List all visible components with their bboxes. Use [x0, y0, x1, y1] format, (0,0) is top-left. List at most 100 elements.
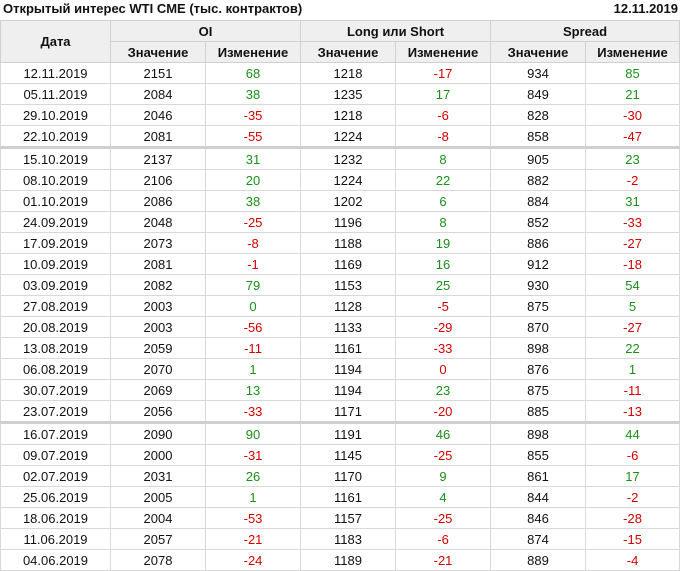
ls-change-cell: -20	[395, 400, 492, 423]
oi-change-cell: -33	[204, 400, 302, 423]
ls-value-cell: 1183	[300, 528, 397, 550]
date-cell: 04.06.2019	[0, 549, 111, 571]
spread-value-cell: 884	[490, 190, 587, 212]
oi-value-cell: 2003	[110, 316, 206, 338]
ls-value-cell: 1194	[300, 358, 397, 380]
oi-value-cell: 2031	[110, 465, 206, 487]
spread-change-cell: -11	[585, 379, 680, 401]
table-row: 18.06.2019 2004 -53 1157 -25 846 -28	[0, 507, 680, 529]
date-cell: 01.10.2019	[0, 190, 111, 212]
oi-change-cell: -55	[204, 125, 302, 148]
header-oi-change: Изменение	[204, 41, 302, 63]
spread-change-cell: -18	[585, 253, 680, 275]
spread-change-cell: -28	[585, 507, 680, 529]
ls-change-cell: -29	[395, 316, 492, 338]
oi-value-cell: 2046	[110, 104, 206, 126]
table-row: 06.08.2019 2070 1 1194 0 876 1	[0, 358, 680, 380]
ls-change-cell: -33	[395, 337, 492, 359]
ls-change-cell: -8	[395, 125, 492, 148]
oi-value-cell: 2078	[110, 549, 206, 571]
date-cell: 24.09.2019	[0, 211, 111, 233]
spread-value-cell: 844	[490, 486, 587, 508]
oi-value-cell: 2003	[110, 295, 206, 317]
ls-change-cell: 6	[395, 190, 492, 212]
oi-change-cell: 0	[204, 295, 302, 317]
table-row: 30.07.2019 2069 13 1194 23 875 -11	[0, 379, 680, 401]
header-ls-value: Значение	[300, 41, 397, 63]
date-cell: 06.08.2019	[0, 358, 111, 380]
ls-change-cell: 19	[395, 232, 492, 254]
spread-value-cell: 828	[490, 104, 587, 126]
ls-change-cell: -25	[395, 444, 492, 466]
oi-value-cell: 2048	[110, 211, 206, 233]
date-cell: 16.07.2019	[0, 421, 111, 445]
oi-value-cell: 2106	[110, 169, 206, 191]
oi-change-cell: 38	[204, 190, 302, 212]
oi-value-cell: 2073	[110, 232, 206, 254]
ls-change-cell: 17	[395, 83, 492, 105]
ls-value-cell: 1145	[300, 444, 397, 466]
date-cell: 22.10.2019	[0, 125, 111, 148]
table-row: 29.10.2019 2046 -35 1218 -6 828 -30	[0, 104, 680, 126]
table-row: 15.10.2019 2137 31 1232 8 905 23	[0, 146, 680, 170]
spread-value-cell: 861	[490, 465, 587, 487]
ls-change-cell: 46	[395, 421, 492, 445]
spread-change-cell: -33	[585, 211, 680, 233]
table-row: 12.11.2019 2151 68 1218 -17 934 85	[0, 62, 680, 84]
date-cell: 13.08.2019	[0, 337, 111, 359]
date-cell: 17.09.2019	[0, 232, 111, 254]
table-row: 01.10.2019 2086 38 1202 6 884 31	[0, 190, 680, 212]
table-row: 16.07.2019 2090 90 1191 46 898 44	[0, 421, 680, 445]
oi-value-cell: 2070	[110, 358, 206, 380]
spread-change-cell: 17	[585, 465, 680, 487]
spread-change-cell: 44	[585, 421, 680, 445]
oi-change-cell: 38	[204, 83, 302, 105]
header-spread-change: Изменение	[585, 41, 680, 63]
ls-value-cell: 1161	[300, 337, 397, 359]
date-cell: 18.06.2019	[0, 507, 111, 529]
date-cell: 15.10.2019	[0, 146, 111, 170]
oi-change-cell: -35	[204, 104, 302, 126]
ls-change-cell: -6	[395, 528, 492, 550]
header-spread-value: Значение	[490, 41, 587, 63]
oi-value-cell: 2005	[110, 486, 206, 508]
ls-change-cell: 9	[395, 465, 492, 487]
spread-value-cell: 846	[490, 507, 587, 529]
ls-value-cell: 1171	[300, 400, 397, 423]
oi-change-cell: -8	[204, 232, 302, 254]
ls-value-cell: 1224	[300, 125, 397, 148]
spread-change-cell: -27	[585, 232, 680, 254]
ls-value-cell: 1189	[300, 549, 397, 571]
ls-value-cell: 1235	[300, 83, 397, 105]
date-cell: 27.08.2019	[0, 295, 111, 317]
ls-value-cell: 1224	[300, 169, 397, 191]
ls-change-cell: -21	[395, 549, 492, 571]
oi-value-cell: 2000	[110, 444, 206, 466]
oi-change-cell: 1	[204, 358, 302, 380]
spread-change-cell: -30	[585, 104, 680, 126]
date-cell: 09.07.2019	[0, 444, 111, 466]
table-row: 13.08.2019 2059 -11 1161 -33 898 22	[0, 337, 680, 359]
ls-change-cell: -25	[395, 507, 492, 529]
ls-value-cell: 1169	[300, 253, 397, 275]
spread-change-cell: -2	[585, 486, 680, 508]
spread-value-cell: 874	[490, 528, 587, 550]
oi-value-cell: 2004	[110, 507, 206, 529]
spread-change-cell: -27	[585, 316, 680, 338]
ls-value-cell: 1161	[300, 486, 397, 508]
spread-change-cell: -47	[585, 125, 680, 148]
ls-change-cell: -5	[395, 295, 492, 317]
table-row: 17.09.2019 2073 -8 1188 19 886 -27	[0, 232, 680, 254]
spread-value-cell: 882	[490, 169, 587, 191]
date-cell: 30.07.2019	[0, 379, 111, 401]
oi-change-cell: 26	[204, 465, 302, 487]
report-date: 12.11.2019	[613, 1, 678, 16]
oi-value-cell: 2059	[110, 337, 206, 359]
spread-change-cell: 31	[585, 190, 680, 212]
ls-value-cell: 1153	[300, 274, 397, 296]
header-ls-change: Изменение	[395, 41, 492, 63]
spread-change-cell: -6	[585, 444, 680, 466]
date-cell: 05.11.2019	[0, 83, 111, 105]
table-row: 23.07.2019 2056 -33 1171 -20 885 -13	[0, 400, 680, 423]
spread-value-cell: 876	[490, 358, 587, 380]
